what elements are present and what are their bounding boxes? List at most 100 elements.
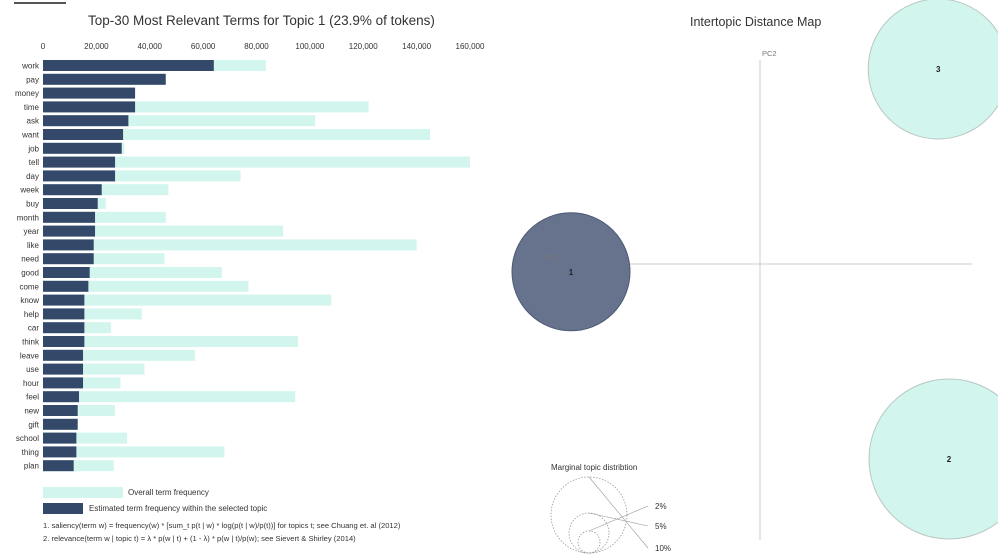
bar-topic-come[interactable] [43,280,89,292]
term-label-come[interactable]: come [19,282,39,291]
bar-overall-thing[interactable] [43,446,225,458]
term-label-car[interactable]: car [28,324,39,333]
term-label-leave[interactable]: leave [20,351,40,360]
bar-overall-week[interactable] [43,184,169,196]
marginal-label-3: 10% [655,544,671,553]
term-label-want[interactable]: want [21,131,40,140]
term-label-think[interactable]: think [22,338,40,347]
term-label-new[interactable]: new [24,407,39,416]
term-label-buy[interactable]: buy [26,200,39,209]
bar-topic-job[interactable] [43,142,122,154]
bar-topic-need[interactable] [43,253,94,265]
bar-overall-year[interactable] [43,225,284,237]
bar-topic-thing[interactable] [43,446,77,458]
term-label-hour[interactable]: hour [23,379,39,388]
bar-overall-use[interactable] [43,363,145,375]
term-label-good[interactable]: good [21,269,39,278]
bar-topic-good[interactable] [43,267,90,278]
bar-topic-year[interactable] [43,225,96,237]
term-label-gift[interactable]: gift [28,420,39,429]
pc2-axis-label: PC2 [762,49,777,58]
term-label-tell[interactable]: tell [29,158,39,167]
bar-topic-want[interactable] [43,129,124,140]
term-label-help[interactable]: help [24,310,40,319]
term-label-work[interactable]: work [21,62,40,71]
term-label-job[interactable]: job [27,144,39,153]
bar-overall-want[interactable] [43,129,430,140]
term-label-year[interactable]: year [23,227,39,236]
topic-label-3[interactable]: 3 [936,65,941,74]
bar-overall-think[interactable] [43,336,298,347]
bar-overall-know[interactable] [43,294,332,306]
bar-overall-like[interactable] [43,239,417,251]
bar-topic-car[interactable] [43,322,85,334]
x-tick-label: 60,000 [191,42,216,51]
topic-label-2[interactable]: 2 [947,455,952,464]
bar-topic-day[interactable] [43,170,116,182]
bar-overall-come[interactable] [43,280,249,292]
bar-overall-new[interactable] [43,405,116,416]
bar-topic-school[interactable] [43,432,77,444]
bar-overall-plan[interactable] [43,460,114,472]
bar-topic-feel[interactable] [43,391,80,403]
bar-topic-use[interactable] [43,363,84,375]
bar-topic-like[interactable] [43,239,94,251]
term-label-use[interactable]: use [26,365,39,374]
bar-topic-work[interactable] [43,60,214,71]
bar-overall-feel[interactable] [43,391,296,403]
topic-circle-2[interactable] [868,378,998,540]
x-tick-label: 80,000 [244,42,269,51]
bar-topic-know[interactable] [43,294,85,306]
marginal-circle-1 [577,530,601,554]
term-label-ask[interactable]: ask [27,117,40,126]
bar-overall-good[interactable] [43,267,222,278]
term-label-know[interactable]: know [20,296,39,305]
x-tick-label: 120,000 [349,42,378,51]
topic-circle-3[interactable] [867,0,998,140]
x-tick-label: 40,000 [138,42,163,51]
bar-overall-need[interactable] [43,253,165,265]
bar-overall-day[interactable] [43,170,241,182]
term-label-like[interactable]: like [27,241,40,250]
bar-topic-gift[interactable] [43,418,78,430]
term-label-month[interactable]: month [17,213,39,222]
bar-topic-plan[interactable] [43,460,74,472]
term-label-plan[interactable]: plan [24,462,39,471]
bar-overall-ask[interactable] [43,115,316,127]
bar-overall-tell[interactable] [43,156,470,168]
bar-topic-hour[interactable] [43,377,84,389]
term-label-money[interactable]: money [15,89,39,98]
term-label-time[interactable]: time [24,103,40,112]
bar-topic-money[interactable] [43,87,136,99]
bar-topic-tell[interactable] [43,156,116,168]
bar-topic-buy[interactable] [43,198,98,209]
term-label-pay[interactable]: pay [26,75,39,84]
bar-topic-time[interactable] [43,101,136,113]
marginal-title: Marginal topic distribtion [551,463,637,472]
x-tick-label: 100,000 [295,42,324,51]
bar-overall-school[interactable] [43,432,128,444]
term-label-thing[interactable]: thing [22,448,39,457]
term-label-day[interactable]: day [26,172,39,181]
bar-topic-leave[interactable] [43,349,84,361]
marginal-distribution: Marginal topic distribtion 2% 5% 10% [550,463,671,554]
marginal-leader-line [588,512,649,527]
bar-overall-month[interactable] [43,211,166,223]
bar-overall-time[interactable] [43,101,369,113]
bar-topic-think[interactable] [43,336,85,347]
bar-topic-new[interactable] [43,405,78,416]
topic-label-1[interactable]: 1 [569,268,574,277]
bar-topic-month[interactable] [43,211,96,223]
bar-topic-pay[interactable] [43,73,166,85]
bar-topic-week[interactable] [43,184,102,196]
bar-topic-ask[interactable] [43,115,129,127]
term-label-feel[interactable]: feel [26,393,39,402]
term-label-school[interactable]: school [16,434,39,443]
bar-topic-help[interactable] [43,308,85,320]
bar-overall-help[interactable] [43,308,142,320]
term-label-week[interactable]: week [19,186,40,195]
term-label-need[interactable]: need [21,255,39,264]
topic-circle-1[interactable] [511,212,631,332]
bar-overall-leave[interactable] [43,349,196,361]
